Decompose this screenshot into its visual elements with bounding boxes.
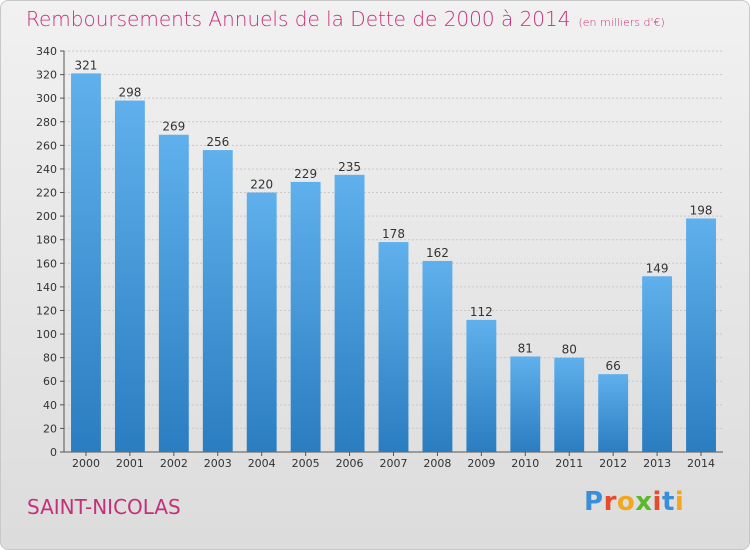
x-tick-label: 2006: [336, 457, 364, 470]
data-labels: 321 298 269 256 220 229 235 178 162 112 81 80 66 149 1…: [75, 58, 713, 373]
y-tick-label: 200: [36, 210, 57, 223]
x-tick-label: 2005: [292, 457, 320, 470]
data-label: 149: [646, 261, 669, 275]
data-label: 80: [562, 343, 577, 357]
x-tick-label: 2013: [643, 457, 671, 470]
x-tick-label: 2007: [380, 457, 408, 470]
bar: [554, 357, 585, 452]
y-tick-label: 100: [36, 328, 57, 341]
bar: [422, 260, 453, 452]
y-tick-label: 260: [36, 139, 57, 152]
bar: [334, 174, 365, 452]
x-tick-label: 2009: [467, 457, 495, 470]
chart-title-text: Remboursements Annuels de la Dette de 20…: [26, 7, 571, 31]
y-tick-label: 20: [43, 422, 57, 435]
bar: [202, 150, 233, 452]
bar: [686, 218, 716, 452]
proxiti-logo: Proxiti: [584, 487, 684, 517]
logo-letter: P: [584, 487, 604, 517]
data-label: 321: [75, 58, 98, 72]
y-tick-label: 180: [36, 234, 57, 247]
x-tick-label: 2011: [555, 457, 583, 470]
chart-title: Remboursements Annuels de la Dette de 20…: [26, 7, 665, 31]
y-tick-label: 280: [36, 116, 57, 129]
data-label: 178: [382, 227, 405, 241]
data-label: 235: [338, 160, 361, 174]
y-tick-label: 60: [43, 375, 57, 388]
bar: [290, 181, 321, 452]
y-tick-label: 220: [36, 187, 57, 200]
chart-unit: (en milliers d'€): [578, 16, 665, 29]
bar: [246, 192, 277, 452]
y-tick-label: 320: [36, 69, 57, 82]
bar: [642, 276, 673, 452]
data-label: 298: [118, 86, 141, 100]
data-label: 112: [470, 305, 493, 319]
bar: [158, 134, 189, 453]
x-tick-label: 2004: [248, 457, 276, 470]
x-tick-label: 2012: [599, 457, 627, 470]
bar: [114, 100, 145, 453]
y-tick-label: 140: [36, 281, 57, 294]
y-tick-label: 80: [43, 352, 57, 365]
bar: [466, 319, 497, 452]
x-tick-label: 2001: [116, 457, 144, 470]
logo-letter: x: [635, 487, 653, 517]
y-tick-label: 340: [36, 45, 57, 58]
data-label: 256: [206, 135, 229, 149]
data-label: 81: [518, 341, 533, 355]
y-tick-label: 120: [36, 304, 57, 317]
x-tick-label: 2010: [511, 457, 539, 470]
x-tick-label: 2014: [687, 457, 715, 470]
logo-letter: i: [652, 487, 662, 517]
y-tick-label: 240: [36, 163, 57, 176]
data-label: 66: [606, 359, 621, 373]
y-tick-label: 160: [36, 257, 57, 270]
bar: [71, 73, 101, 453]
bar: [510, 356, 541, 452]
logo-letter: o: [616, 487, 636, 517]
y-tick-label: 0: [50, 446, 57, 459]
x-tick-label: 2003: [204, 457, 232, 470]
y-tick-label: 40: [43, 399, 57, 412]
x-tick-label: 2008: [423, 457, 451, 470]
y-tick-label: 300: [36, 92, 57, 105]
data-label: 229: [294, 167, 317, 181]
bars: [71, 73, 716, 453]
data-label: 269: [162, 120, 185, 134]
bar: [598, 374, 629, 452]
data-label: 162: [426, 246, 449, 260]
logo-letter: r: [603, 487, 617, 517]
logo-letter: t: [661, 487, 675, 517]
x-tick-label: 2002: [160, 457, 188, 470]
axes: 0 20 40 60 80 100 120 140 160 180 200 220 240 260 280 3…: [36, 45, 723, 470]
data-label: 198: [690, 203, 713, 217]
data-label: 220: [250, 178, 273, 192]
x-tick-label: 2000: [72, 457, 100, 470]
commune-name: SAINT-NICOLAS: [27, 495, 181, 519]
bar: [378, 242, 409, 452]
logo-letter: i: [674, 487, 685, 517]
